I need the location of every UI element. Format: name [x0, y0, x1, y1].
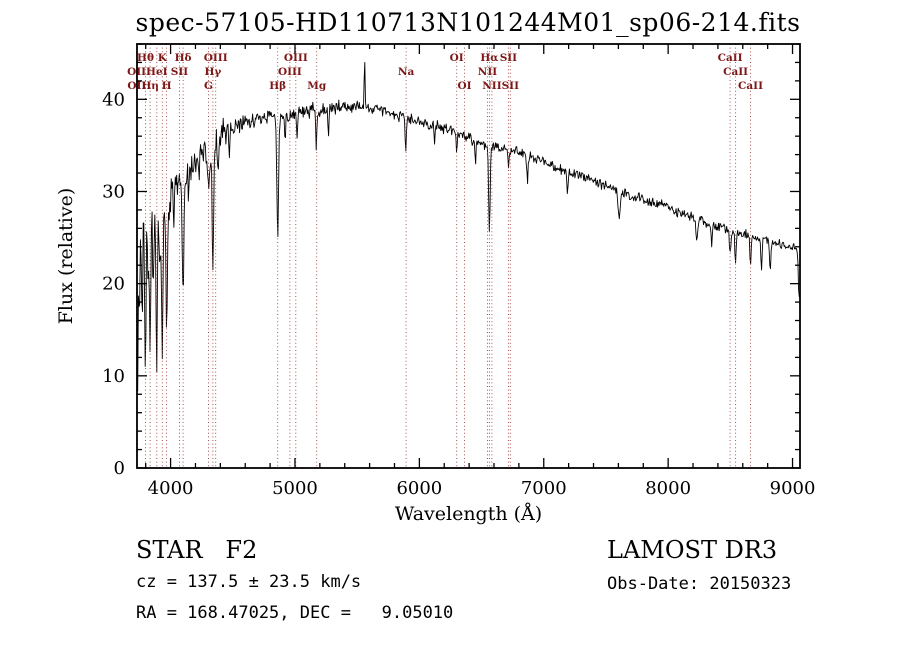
- coordinates-label: RA = 168.47025, DEC = 9.05010: [136, 603, 454, 623]
- spectral-line-label: CaII: [718, 52, 743, 64]
- y-tick-label: 40: [102, 89, 125, 110]
- spectral-line-label: G: [204, 80, 213, 92]
- spectral-line-label: K: [158, 52, 168, 64]
- spectral-line-label: Hδ: [175, 52, 192, 64]
- object-class-label: STAR F2: [136, 536, 258, 564]
- spectral-line-label: OIII: [284, 52, 308, 64]
- y-tick-label: 10: [102, 366, 125, 387]
- y-tick-label: 30: [102, 181, 125, 202]
- plot-frame: [136, 43, 801, 469]
- spectral-line-label: Na: [398, 66, 415, 78]
- obs-date-label: Obs-Date: 20150323: [607, 574, 792, 594]
- x-tick-label: 9000: [770, 478, 816, 499]
- spectral-line-label: OIII: [204, 52, 228, 64]
- spectral-line-label: NII: [482, 80, 502, 92]
- spectral-line-label: SII: [500, 52, 517, 64]
- y-tick-label: 0: [114, 458, 125, 479]
- survey-label: LAMOST DR3: [607, 536, 778, 564]
- x-tick-label: 6000: [396, 478, 442, 499]
- x-tick-label: 8000: [645, 478, 691, 499]
- spectral-line-label: HeI: [146, 66, 168, 78]
- spectral-line-label: SII: [171, 66, 188, 78]
- x-axis-label: Wavelength (Å): [394, 503, 543, 525]
- spectral-line-label: CaII: [738, 80, 763, 92]
- spectral-line-label: Hα: [480, 52, 498, 64]
- spectral-line-label: OIII: [278, 66, 302, 78]
- page-title: spec-57105-HD110713N101244M01_sp06-214.f…: [135, 8, 801, 37]
- spectral-line-label: SII: [502, 80, 519, 92]
- spectral-line-label: NII: [478, 66, 498, 78]
- spectrum-path: [136, 62, 801, 392]
- spectral-line-label: Hγ: [204, 66, 221, 78]
- y-tick-label: 20: [102, 274, 125, 295]
- spectral-line-label: Mg: [307, 80, 327, 92]
- spectral-line-label: Hη: [141, 80, 159, 92]
- x-tick-label: 5000: [272, 478, 318, 499]
- spectral-line-label: OI: [450, 52, 464, 64]
- spectral-line-label: CaII: [723, 66, 748, 78]
- spectral-line-label: OI: [457, 80, 471, 92]
- spectral-line-label: Hβ: [269, 80, 286, 92]
- spectral-line-label: H: [162, 80, 172, 92]
- y-axis-label: Flux (relative): [55, 187, 77, 325]
- x-tick-label: 4000: [148, 478, 194, 499]
- cz-value-label: cz = 137.5 ± 23.5 km/s: [136, 572, 362, 592]
- x-tick-label: 7000: [521, 478, 567, 499]
